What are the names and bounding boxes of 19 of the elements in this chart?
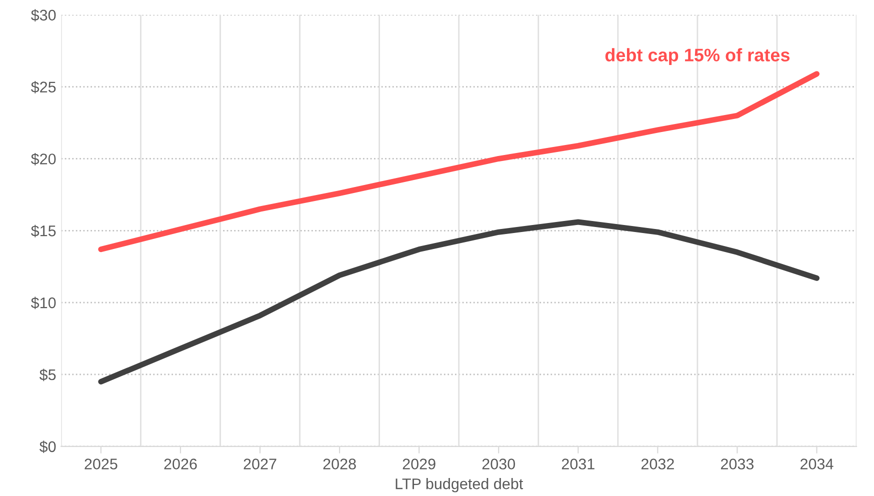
- x-tick-label: 2031: [562, 458, 594, 470]
- x-tick-label: 2026: [164, 458, 197, 470]
- y-tick-label: $15: [30, 224, 56, 238]
- series-label: debt cap 15% of rates: [605, 48, 790, 66]
- x-tick-label: 2029: [402, 458, 436, 470]
- x-tick-label: 2032: [641, 458, 674, 470]
- y-tick-label: $5: [39, 368, 56, 382]
- y-tick-label: $10: [30, 296, 56, 310]
- x-tick-label: 2025: [84, 458, 118, 470]
- y-tick-label: $20: [30, 152, 56, 166]
- y-tick-label: $25: [30, 81, 56, 94]
- x-tick-label: 2033: [720, 458, 754, 470]
- x-tick-label: 2028: [323, 458, 356, 470]
- y-tick-label: $30: [30, 9, 56, 22]
- x-tick-label: 2027: [244, 458, 276, 470]
- x-tick-label: 2030: [482, 458, 516, 470]
- x-tick-label: 2034: [800, 458, 834, 470]
- y-tick-label: $0: [39, 440, 56, 453]
- x-axis-title: LTP budgeted debt: [396, 478, 524, 492]
